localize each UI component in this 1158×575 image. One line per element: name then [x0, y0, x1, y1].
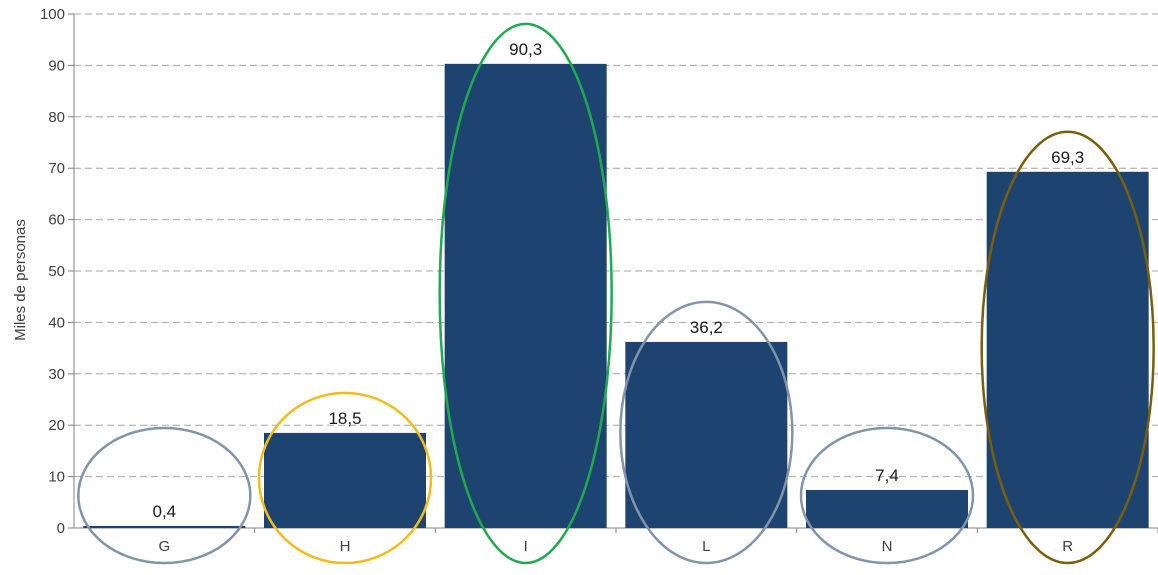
bar-R [986, 171, 1149, 528]
x-tick-label-R: R [1062, 538, 1073, 555]
bar-G [83, 525, 246, 528]
y-tick-label: 60 [48, 212, 65, 229]
highlight-ellipse-G [77, 426, 252, 565]
y-tick-label: 20 [48, 417, 65, 434]
y-tick-label: 40 [48, 314, 65, 331]
x-tick-label-G: G [158, 538, 170, 555]
y-tick-label: 100 [40, 6, 65, 23]
bars [83, 63, 1149, 528]
data-label-N: 7,4 [875, 466, 899, 485]
x-tick-label-I: I [524, 538, 528, 555]
y-tick-label: 50 [48, 263, 65, 280]
x-tick-label-N: N [882, 538, 893, 555]
y-axis-label: Miles de personas [12, 219, 29, 341]
axes: Miles de personas 0 10 20 30 40 50 60 70 80 90 100… [12, 6, 1158, 555]
highlight-ellipse-H [257, 391, 433, 565]
bar-L [625, 341, 788, 528]
data-labels: 0,4 18,5 90,3 36,2 7,4 69,3 [153, 40, 1085, 521]
data-label-G: 0,4 [153, 502, 177, 521]
data-label-I: 90,3 [509, 40, 542, 59]
y-tick-label: 30 [48, 366, 65, 383]
data-label-L: 36,2 [690, 318, 723, 337]
grid-lines [74, 13, 1158, 478]
highlight-ellipse-R [980, 130, 1155, 565]
highlight-ellipse-N [799, 426, 975, 565]
data-label-H: 18,5 [328, 409, 361, 428]
bar-I [444, 63, 607, 528]
y-tick-label: 80 [48, 109, 65, 126]
highlight-ellipse-I [438, 22, 613, 565]
x-tick-label-H: H [340, 538, 351, 555]
highlight-ellipse-L [619, 300, 794, 565]
y-tick-label: 10 [48, 469, 65, 486]
y-tick-label: 0 [57, 520, 65, 537]
bar-N [806, 489, 968, 528]
bar-H [264, 432, 426, 528]
data-label-R: 69,3 [1051, 148, 1084, 167]
highlight-ellipses [77, 22, 1155, 565]
y-tick-label: 90 [48, 57, 65, 74]
y-tick-label: 70 [48, 160, 65, 177]
x-tick-label-L: L [702, 538, 710, 555]
